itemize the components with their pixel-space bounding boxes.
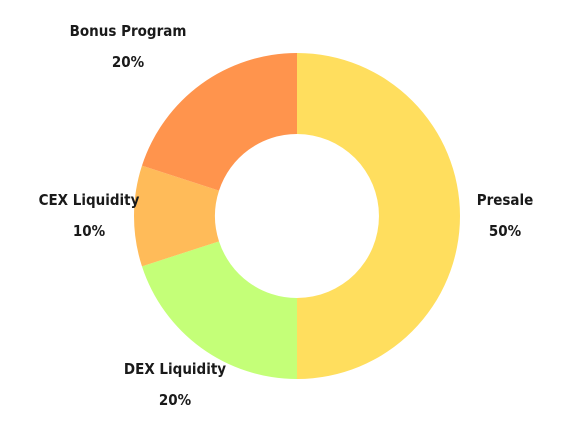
- label-bonus-program-value: 20%: [111, 53, 145, 71]
- label-presale-value: 50%: [488, 222, 522, 240]
- label-cex-liquidity-value: 10%: [72, 222, 106, 240]
- slice-bonus-program: [141, 53, 297, 191]
- label-dex-liquidity-value: 20%: [158, 391, 192, 409]
- label-bonus-program-name: Bonus Program: [69, 22, 187, 40]
- slice-cex-liquidity: [134, 165, 220, 267]
- label-bonus-program: Bonus Program 20%: [68, 16, 188, 78]
- label-cex-liquidity: CEX Liquidity 10%: [36, 185, 142, 247]
- label-cex-liquidity-name: CEX Liquidity: [38, 191, 140, 209]
- label-dex-liquidity: DEX Liquidity 20%: [120, 354, 230, 416]
- label-presale-name: Presale: [476, 191, 534, 209]
- slice-dex-liquidity: [141, 241, 297, 379]
- label-presale: Presale 50%: [470, 185, 540, 247]
- label-dex-liquidity-name: DEX Liquidity: [123, 360, 227, 378]
- slice-presale: [297, 53, 460, 379]
